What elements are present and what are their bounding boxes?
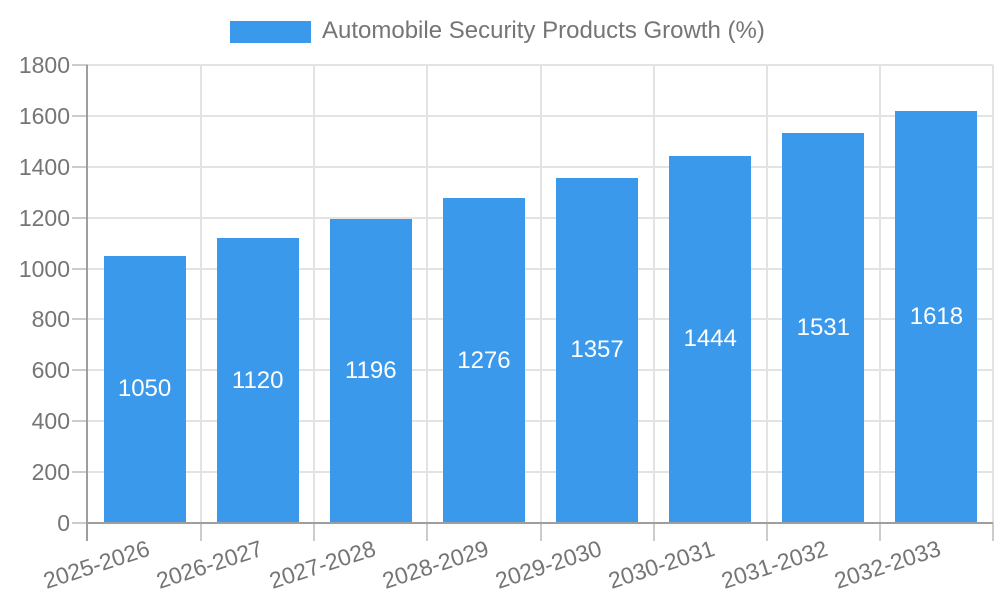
y-tick	[72, 64, 88, 66]
x-tick	[539, 523, 542, 541]
x-tick	[313, 523, 316, 541]
x-axis-label: 2032-2033	[831, 535, 945, 594]
y-tick-label: 400	[31, 408, 70, 435]
bar-value-label: 1196	[345, 356, 397, 384]
v-gridline	[313, 65, 316, 523]
bar	[669, 155, 752, 523]
x-tick	[878, 523, 881, 541]
y-tick	[72, 216, 88, 219]
y-tick-label: 1400	[18, 153, 70, 180]
x-axis-line	[86, 522, 993, 524]
bar	[895, 111, 978, 523]
y-axis-line	[86, 65, 88, 541]
x-tick	[765, 523, 768, 541]
bar-value-label: 1531	[796, 314, 850, 342]
v-gridline	[539, 65, 542, 523]
y-tick-label: 1200	[18, 204, 70, 231]
x-tick	[200, 523, 203, 541]
x-axis-label: 2031-2032	[718, 535, 832, 594]
x-tick	[652, 523, 655, 541]
y-tick	[72, 318, 88, 321]
legend-swatch	[230, 21, 311, 43]
x-axis-label: 2025-2026	[39, 535, 153, 594]
bar-value-label: 1444	[683, 325, 737, 353]
bar	[442, 198, 525, 523]
bar	[216, 238, 299, 523]
y-tick-label: 800	[31, 306, 70, 333]
y-tick-label: 1000	[18, 255, 70, 282]
v-gridline	[426, 65, 429, 523]
x-axis-label: 2028-2029	[379, 535, 492, 594]
bar	[782, 133, 865, 523]
bar-value-label: 1357	[570, 336, 624, 364]
bar-value-label: 1120	[231, 366, 284, 394]
y-tick-label: 1600	[18, 102, 70, 129]
v-gridline	[200, 65, 203, 523]
y-tick-label: 0	[57, 510, 70, 536]
bar	[329, 218, 412, 523]
v-gridline	[992, 65, 994, 523]
y-tick	[72, 369, 88, 372]
y-tick-label: 600	[31, 357, 70, 384]
x-axis-label: 2030-2031	[605, 535, 718, 594]
v-gridline	[765, 65, 768, 523]
bar-value-label: 1618	[909, 303, 964, 331]
y-tick	[72, 420, 88, 423]
y-tick	[72, 522, 88, 524]
bar	[556, 177, 639, 523]
bar-value-label: 1276	[457, 346, 511, 374]
x-tick	[992, 523, 994, 541]
y-tick	[72, 471, 88, 474]
v-gridline	[878, 65, 881, 523]
v-gridline	[652, 65, 655, 523]
x-axis-label: 2027-2028	[265, 535, 379, 594]
x-axis-label: 2029-2030	[492, 535, 605, 594]
bar	[103, 255, 186, 523]
y-tick	[72, 114, 88, 117]
y-tick	[72, 267, 88, 270]
y-tick-label: 1800	[18, 52, 70, 78]
y-tick-label: 200	[31, 459, 70, 486]
bar-value-label: 1050	[117, 375, 172, 403]
y-tick	[72, 165, 88, 168]
legend-label: Automobile Security Products Growth (%)	[322, 17, 765, 44]
x-axis-label: 2026-2027	[152, 535, 266, 594]
x-tick	[426, 523, 429, 541]
